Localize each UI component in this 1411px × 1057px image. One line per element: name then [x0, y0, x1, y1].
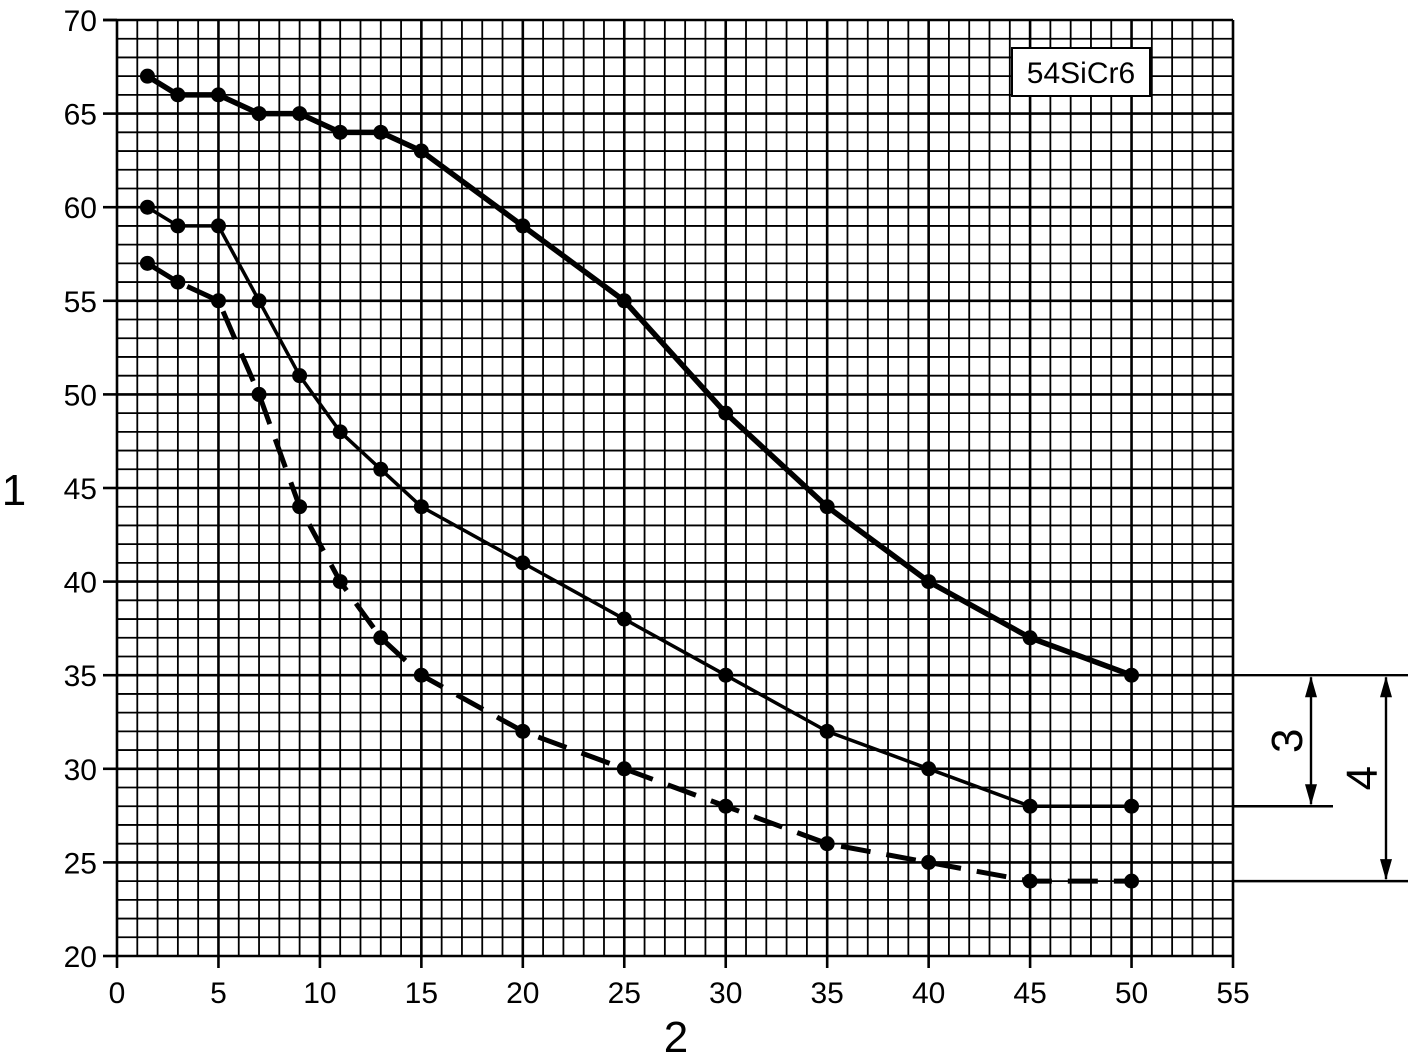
data-point — [210, 218, 226, 234]
data-point — [170, 87, 186, 103]
data-point — [718, 798, 734, 814]
data-point — [1022, 873, 1038, 889]
y-tick-label: 20 — [64, 941, 97, 974]
y-tick-label: 45 — [64, 473, 97, 506]
data-point — [515, 555, 531, 571]
data-point — [515, 218, 531, 234]
data-point — [413, 143, 429, 159]
material-label-text: 54SiCr6 — [1027, 57, 1135, 90]
data-point — [1124, 667, 1140, 683]
material-label: 54SiCr6 — [1011, 47, 1151, 97]
data-point — [921, 761, 937, 777]
data-point — [1124, 873, 1140, 889]
data-point — [413, 499, 429, 515]
range-arrow-head-top — [1380, 676, 1392, 698]
x-tick-label: 30 — [709, 977, 742, 1010]
data-point — [139, 199, 155, 215]
data-point — [170, 274, 186, 290]
data-point — [292, 368, 308, 384]
x-tick-label: 15 — [405, 977, 438, 1010]
data-point — [413, 667, 429, 683]
data-point — [139, 68, 155, 84]
range-marker-label: 3 — [1263, 728, 1312, 752]
range-arrow-head-top — [1305, 676, 1317, 698]
data-point — [1022, 630, 1038, 646]
x-tick-label: 50 — [1115, 977, 1148, 1010]
y-tick-label: 35 — [64, 660, 97, 693]
data-point — [251, 293, 267, 309]
x-tick-label: 45 — [1013, 977, 1046, 1010]
y-tick-label: 55 — [64, 286, 97, 319]
data-point — [332, 574, 348, 590]
data-point — [210, 293, 226, 309]
data-point — [292, 106, 308, 122]
data-point — [1124, 798, 1140, 814]
x-tick-label: 55 — [1216, 977, 1249, 1010]
x-tick-label: 20 — [506, 977, 539, 1010]
y-axis-title: 1 — [2, 466, 26, 515]
data-point — [1022, 798, 1038, 814]
axes: 20 25 30 35 40 45 50 55 60 65 70 0 5 10 15 20 25 30 35 40 45… — [64, 5, 1250, 1010]
y-tick-label: 40 — [64, 567, 97, 600]
y-tick-label: 50 — [64, 379, 97, 412]
range-arrow-head-bottom — [1305, 784, 1317, 806]
data-point — [819, 499, 835, 515]
data-point — [251, 106, 267, 122]
data-point — [921, 574, 937, 590]
range-arrow-head-bottom — [1380, 859, 1392, 881]
grid — [115, 18, 1235, 958]
y-tick-label: 30 — [64, 754, 97, 787]
data-point — [718, 405, 734, 421]
data-point — [921, 854, 937, 870]
material-label-box — [1011, 47, 1151, 97]
data-point — [373, 461, 389, 477]
x-tick-label: 5 — [210, 977, 227, 1010]
data-point — [616, 293, 632, 309]
data-point — [251, 386, 267, 402]
data-point — [718, 667, 734, 683]
data-point — [819, 836, 835, 852]
x-tick-label: 35 — [810, 977, 843, 1010]
x-tick-label: 40 — [912, 977, 945, 1010]
y-tick-label: 60 — [64, 192, 97, 225]
series-group — [139, 68, 1140, 889]
data-point — [616, 761, 632, 777]
x-axis-title: 2 — [664, 1013, 688, 1057]
y-tick-label: 65 — [64, 99, 97, 132]
y-tick-label: 70 — [64, 5, 97, 38]
x-tick-label: 10 — [303, 977, 336, 1010]
x-tick-label: 0 — [109, 977, 126, 1010]
x-tick-label: 25 — [608, 977, 641, 1010]
data-point — [292, 499, 308, 515]
data-point — [373, 630, 389, 646]
data-point — [139, 255, 155, 271]
data-point — [332, 124, 348, 140]
data-point — [819, 723, 835, 739]
data-point — [373, 124, 389, 140]
data-point — [210, 87, 226, 103]
range-markers: 34 — [1233, 674, 1408, 883]
range-marker-label: 4 — [1338, 766, 1387, 790]
data-point — [332, 424, 348, 440]
data-point — [515, 723, 531, 739]
data-point — [170, 218, 186, 234]
y-tick-label: 25 — [64, 847, 97, 880]
data-point — [616, 611, 632, 627]
